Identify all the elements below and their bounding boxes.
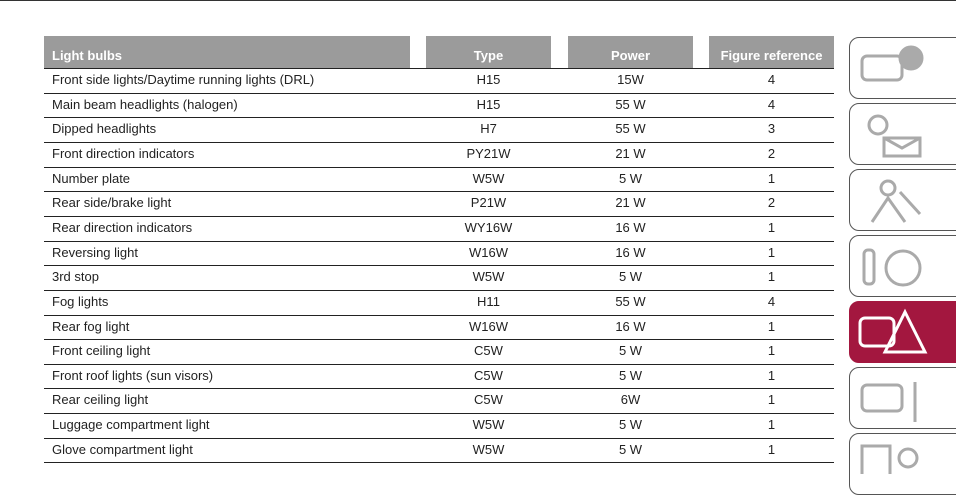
table-cell: Fog lights — [52, 293, 109, 309]
table-cell: 4 — [767, 96, 776, 112]
table-cell: H15 — [476, 96, 501, 112]
table-cell: H7 — [480, 121, 497, 137]
table-cell: W5W — [472, 417, 505, 433]
table-cell: 5 W — [618, 367, 643, 383]
row-rule — [44, 437, 834, 439]
row-rule — [44, 363, 834, 365]
row-rule — [44, 339, 834, 341]
table-cell: 16 W — [615, 244, 646, 260]
table-cell: C5W — [474, 367, 503, 383]
table-cell: Main beam headlights (halogen) — [52, 96, 238, 112]
table-cell: 1 — [767, 417, 776, 433]
table-cell: 1 — [767, 441, 776, 457]
table-cell: Rear side/brake light — [52, 195, 172, 211]
table-cell: C5W — [474, 343, 503, 359]
table-cell: Front direction indicators — [52, 145, 195, 161]
table-cell: 1 — [767, 219, 776, 235]
table-cell: Rear ceiling light — [52, 392, 149, 408]
table-cell: 3 — [767, 121, 776, 137]
table-cell: 5 W — [618, 170, 643, 186]
table-cell: 16 W — [615, 219, 646, 235]
table-cell: 55 W — [615, 96, 646, 112]
table-cell: 6W — [620, 392, 641, 408]
row-rule — [44, 141, 834, 143]
row-rule — [44, 413, 834, 415]
table-cell: 55 W — [615, 121, 646, 137]
row-rule — [44, 388, 834, 390]
table-cell: WY16W — [464, 219, 513, 235]
row-rule — [44, 92, 834, 94]
row-rule — [44, 314, 834, 316]
table-cell: W5W — [472, 441, 505, 457]
row-rule — [44, 191, 834, 193]
table-cell: C5W — [474, 392, 503, 408]
table-cell: Number plate — [52, 170, 131, 186]
nav-tab[interactable] — [849, 103, 956, 165]
table-cell: 5 W — [618, 269, 643, 285]
table-cell: 55 W — [615, 293, 646, 309]
row-rule — [44, 117, 834, 119]
table-cell: 21 W — [615, 195, 646, 211]
nav-tab[interactable] — [849, 235, 956, 297]
table-cell: PY21W — [466, 145, 511, 161]
table-cell: 1 — [767, 170, 776, 186]
top-rule — [0, 0, 956, 1]
nav-tab[interactable] — [849, 367, 956, 429]
table-cell: 5 W — [618, 441, 643, 457]
table-cell: 1 — [767, 343, 776, 359]
table-cell: 4 — [767, 293, 776, 309]
table-cell: 4 — [767, 72, 776, 87]
table-cell: W16W — [469, 318, 508, 334]
table-cell: 1 — [767, 392, 776, 408]
table-cell: W5W — [472, 170, 505, 186]
nav-tab[interactable] — [849, 37, 956, 99]
table-cell: Dipped headlights — [52, 121, 157, 137]
header-cell: Type — [426, 36, 551, 68]
table-cell: Front ceiling light — [52, 343, 151, 359]
table-cell: 15W — [617, 72, 644, 87]
table-cell: 2 — [767, 145, 776, 161]
row-rule — [44, 265, 834, 267]
table-cell: Glove compartment light — [52, 441, 193, 457]
table-cell: W16W — [469, 244, 508, 260]
table-cell: Reversing light — [52, 244, 138, 260]
table-cell: 5 W — [618, 417, 643, 433]
table-cell: Rear direction indicators — [52, 219, 193, 235]
table-cell: P21W — [470, 195, 507, 211]
table-cell: Front roof lights (sun visors) — [52, 367, 214, 383]
table-cell: 1 — [767, 318, 776, 334]
row-rule — [44, 240, 834, 242]
row-rule — [44, 289, 834, 291]
table-cell: 16 W — [615, 318, 646, 334]
table-cell: H15 — [476, 72, 501, 87]
header-cell: Figure reference — [709, 36, 834, 68]
table-cell: 1 — [767, 367, 776, 383]
table-cell: Rear fog light — [52, 318, 130, 334]
nav-tab[interactable] — [849, 433, 956, 495]
table-cell: 5 W — [618, 343, 643, 359]
table-cell: 1 — [767, 244, 776, 260]
row-rule — [44, 68, 834, 69]
header-cell: Light bulbs — [44, 36, 410, 68]
table-cell: W5W — [472, 269, 505, 285]
header-cell: Power — [568, 36, 693, 68]
table-cell: Front side lights/Daytime running lights… — [52, 72, 315, 87]
table-cell: 21 W — [615, 145, 646, 161]
row-rule — [44, 166, 834, 168]
table-cell: 3rd stop — [52, 269, 99, 285]
table-cell: 2 — [767, 195, 776, 211]
nav-tab[interactable] — [849, 169, 956, 231]
nav-tab-active[interactable] — [849, 301, 956, 363]
row-rule — [44, 215, 834, 217]
table-cell: 1 — [767, 269, 776, 285]
table-cell: Luggage compartment light — [52, 417, 210, 433]
row-rule — [44, 462, 834, 464]
table-cell: H11 — [477, 293, 500, 309]
